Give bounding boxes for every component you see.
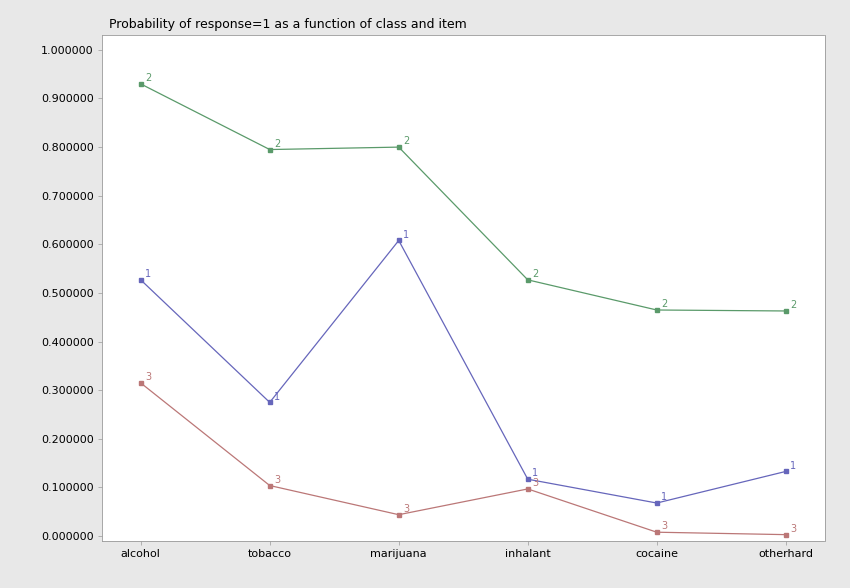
Text: 3: 3 (532, 478, 538, 488)
Text: 1: 1 (144, 269, 151, 279)
Text: 2: 2 (144, 73, 151, 83)
Text: 3: 3 (661, 522, 667, 532)
Text: 2: 2 (274, 139, 280, 149)
Text: 2: 2 (532, 269, 538, 279)
Text: 3: 3 (403, 504, 409, 514)
Text: 3: 3 (144, 372, 151, 382)
Text: 1: 1 (790, 460, 796, 470)
Text: 3: 3 (790, 524, 796, 534)
Text: 1: 1 (274, 392, 280, 402)
Text: 3: 3 (274, 475, 280, 485)
Text: 2: 2 (790, 300, 796, 310)
Text: 1: 1 (661, 492, 667, 502)
Text: 1: 1 (532, 469, 538, 479)
Text: 2: 2 (403, 136, 409, 146)
Text: 2: 2 (661, 299, 667, 309)
Text: 1: 1 (403, 230, 409, 240)
Text: Probability of response=1 as a function of class and item: Probability of response=1 as a function … (109, 18, 467, 31)
